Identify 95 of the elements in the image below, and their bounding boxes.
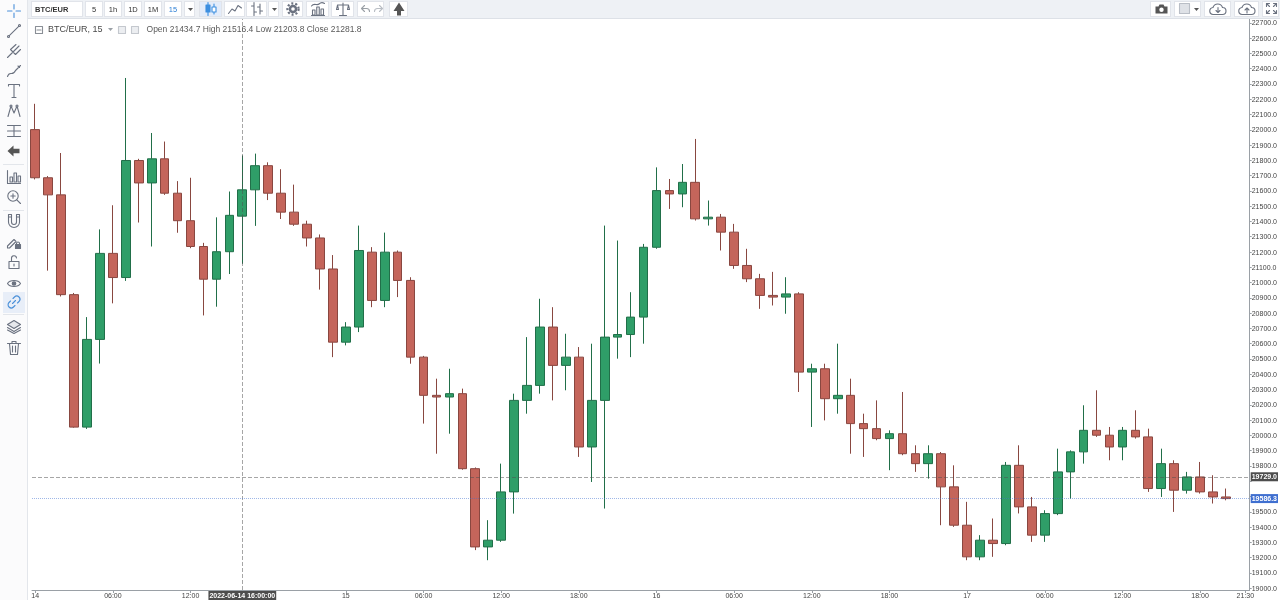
candlestick: [108, 204, 118, 304]
candlestick: [975, 534, 985, 561]
candlestick: [1092, 389, 1101, 438]
candlestick: [742, 248, 752, 283]
candlestick: [665, 178, 674, 210]
candlestick: [160, 141, 169, 196]
candlestick: [276, 168, 286, 220]
candlestick: [199, 242, 208, 316]
candlestick: [1118, 426, 1127, 461]
candlestick: [186, 177, 195, 249]
candlestick: [962, 501, 972, 561]
candlestick: [315, 233, 325, 291]
candlestick: [289, 184, 299, 227]
text: BTC/EUR, 15: [48, 24, 103, 35]
candlestick: [781, 276, 791, 315]
candlestick: [794, 291, 804, 393]
candlestick: [613, 240, 622, 360]
candlestick: [833, 343, 843, 415]
candlestick: [30, 103, 40, 180]
candlestick: [885, 429, 894, 471]
candlestick: [1079, 404, 1088, 465]
candlestick: [600, 225, 610, 510]
candlestick: [923, 444, 933, 480]
candlestick: [1182, 471, 1192, 495]
candlestick: [341, 321, 351, 346]
candlestick: [1131, 409, 1140, 440]
candlestick: [509, 393, 519, 515]
candlestick: [716, 213, 726, 251]
candlestick: [212, 216, 221, 308]
candlestick: [1014, 444, 1024, 514]
candlestick: [626, 291, 635, 358]
candlestick: [678, 163, 687, 208]
candlestick: [807, 363, 817, 428]
candlestick: [587, 343, 597, 483]
candlestick: [173, 180, 182, 234]
candlestick: [1066, 449, 1075, 500]
candlestick: [988, 517, 998, 558]
candlestick: [225, 191, 234, 275]
candlestick: [1169, 459, 1179, 513]
candlestick: [43, 175, 53, 272]
candlestick: [483, 519, 493, 561]
candlestick: [56, 152, 66, 297]
candlestick: [69, 292, 79, 429]
candlestick: [458, 388, 467, 471]
candlestick: [432, 378, 441, 455]
candlestick: [561, 333, 571, 391]
candlestick: [652, 166, 661, 250]
candlestick: [354, 225, 364, 333]
candlestick: [535, 298, 545, 395]
candlestick: [1001, 461, 1011, 546]
candlestick: [328, 254, 338, 358]
candlestick: [302, 220, 312, 248]
candlestick: [419, 355, 428, 425]
candlestick: [898, 391, 907, 456]
candlestick: [936, 451, 946, 526]
candlestick: [367, 246, 377, 308]
candlestick: [755, 273, 765, 310]
candlestick: [911, 444, 920, 473]
candlestick: [121, 77, 131, 282]
candlestick: [1143, 428, 1153, 493]
candlestick: [639, 243, 648, 345]
candlestick: [496, 463, 506, 543]
candlestick: [949, 464, 959, 528]
candlestick: [820, 363, 830, 421]
candlestick: [1105, 426, 1114, 461]
candlestick: [1208, 474, 1218, 505]
candlestick: [1221, 488, 1231, 501]
candlestick: [1156, 448, 1166, 498]
candlestick: [82, 316, 92, 430]
candlestick: [250, 153, 260, 227]
candlestick: [380, 232, 390, 308]
candlestick: [263, 161, 273, 201]
candlestick: [1027, 496, 1037, 543]
candlestick: [95, 228, 105, 365]
candlestick: [406, 276, 415, 365]
candlestick: [522, 336, 532, 415]
candlestick: [872, 399, 881, 441]
candlestick: [859, 413, 868, 458]
candlestick: [1053, 448, 1063, 516]
candlestick: [690, 138, 700, 222]
candlestick: [237, 154, 247, 265]
candlestick: [134, 158, 144, 224]
candlestick: [729, 223, 739, 270]
candlestick: [846, 378, 855, 455]
candlestick: [548, 306, 558, 401]
candlestick: [574, 346, 584, 458]
candlestick: [703, 200, 713, 227]
candlestick: [768, 271, 778, 306]
candlestick: [147, 132, 157, 248]
text: Open 21434.7 High 21516.4 Low 21203.8 Close 21281.8: [146, 24, 362, 35]
candlestick: [445, 368, 454, 435]
candlestick: [1040, 509, 1050, 543]
candlestick: [1195, 461, 1205, 495]
candlestick: [470, 466, 480, 551]
candlestick: [393, 249, 402, 298]
